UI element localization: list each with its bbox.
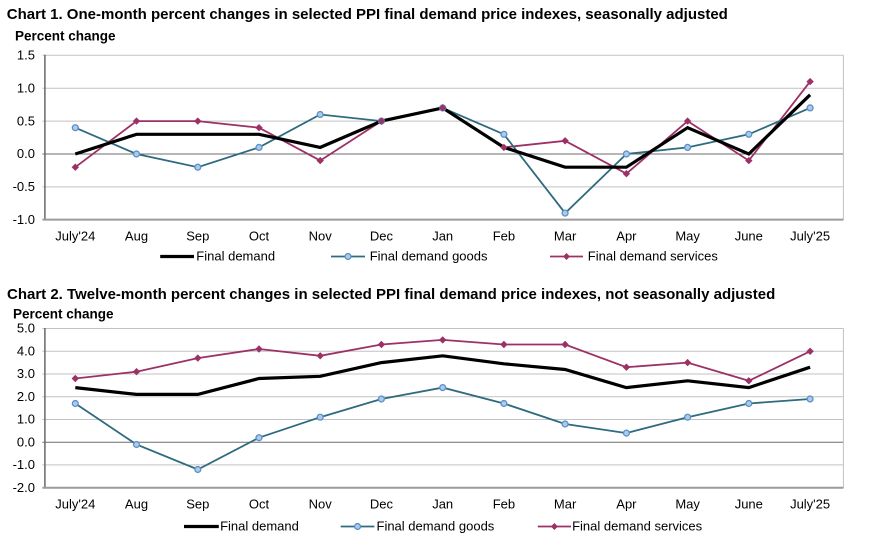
svg-text:Jan: Jan	[432, 496, 453, 511]
svg-text:-0.5: -0.5	[13, 179, 35, 194]
svg-text:0.5: 0.5	[17, 113, 35, 128]
svg-text:-2.0: -2.0	[13, 480, 35, 495]
svg-text:-1.0: -1.0	[13, 457, 35, 472]
svg-text:5.0: 5.0	[17, 321, 35, 336]
svg-text:Final demand services: Final demand services	[588, 248, 719, 263]
svg-text:Final demand: Final demand	[220, 518, 299, 533]
svg-text:Feb: Feb	[493, 496, 515, 511]
svg-text:Final demand services: Final demand services	[572, 518, 703, 533]
svg-text:Jan: Jan	[432, 229, 453, 244]
svg-text:Final demand goods: Final demand goods	[377, 518, 495, 533]
svg-text:Nov: Nov	[309, 229, 333, 244]
svg-text:3.0: 3.0	[17, 366, 35, 381]
svg-text:Oct: Oct	[249, 496, 270, 511]
svg-text:July'25: July'25	[790, 496, 830, 511]
svg-text:May: May	[675, 496, 700, 511]
svg-text:June: June	[735, 229, 763, 244]
svg-text:May: May	[675, 229, 700, 244]
svg-text:4.0: 4.0	[17, 343, 35, 358]
svg-text:July'24: July'24	[55, 496, 95, 511]
svg-text:Apr: Apr	[616, 229, 637, 244]
svg-text:Final demand: Final demand	[196, 248, 275, 263]
svg-text:Mar: Mar	[554, 496, 577, 511]
svg-text:Mar: Mar	[554, 229, 577, 244]
svg-text:2.0: 2.0	[17, 389, 35, 404]
svg-text:Oct: Oct	[249, 229, 270, 244]
svg-text:July'25: July'25	[790, 229, 830, 244]
svg-text:Chart 1. One-month percent cha: Chart 1. One-month percent changes in se…	[7, 6, 728, 23]
svg-text:July'24: July'24	[55, 229, 95, 244]
svg-text:1.5: 1.5	[17, 48, 35, 63]
svg-text:1.0: 1.0	[17, 80, 35, 95]
svg-text:Dec: Dec	[370, 229, 394, 244]
svg-text:Final demand goods: Final demand goods	[370, 248, 488, 263]
svg-text:Chart 2. Twelve-month percent: Chart 2. Twelve-month percent changes in…	[7, 286, 775, 303]
svg-text:Percent change: Percent change	[15, 29, 116, 44]
svg-text:Apr: Apr	[616, 496, 637, 511]
svg-text:Aug: Aug	[125, 496, 148, 511]
svg-text:Percent change: Percent change	[13, 307, 114, 322]
svg-text:Feb: Feb	[493, 229, 515, 244]
svg-text:Aug: Aug	[125, 229, 148, 244]
svg-text:Dec: Dec	[370, 496, 394, 511]
svg-text:0.0: 0.0	[17, 146, 35, 161]
svg-text:June: June	[735, 496, 763, 511]
svg-text:-1.0: -1.0	[13, 212, 35, 227]
svg-text:1.0: 1.0	[17, 412, 35, 427]
svg-text:0.0: 0.0	[17, 434, 35, 449]
svg-text:Sep: Sep	[186, 229, 209, 244]
svg-text:Sep: Sep	[186, 496, 209, 511]
svg-text:Nov: Nov	[309, 496, 333, 511]
